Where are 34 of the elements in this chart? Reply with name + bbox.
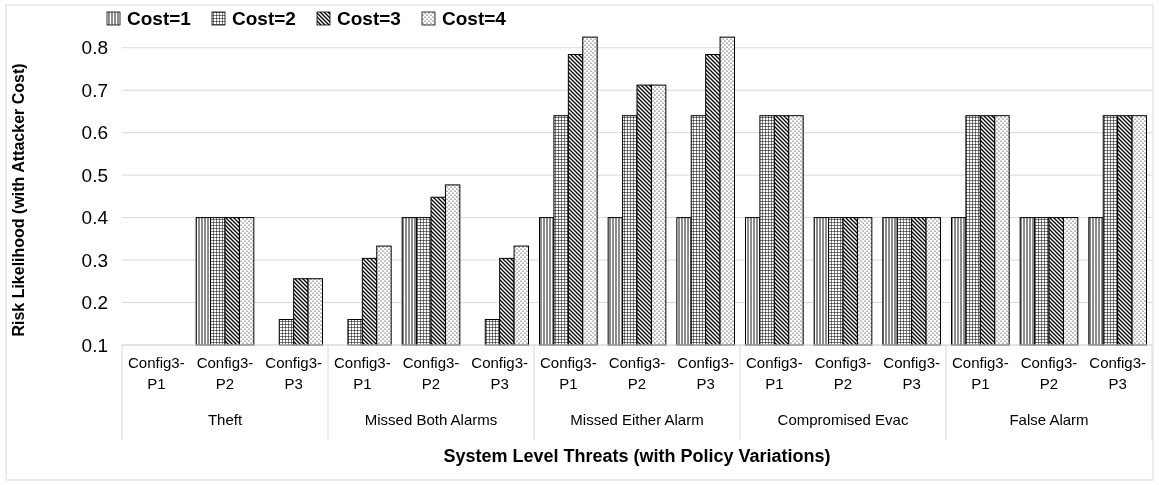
x-tick-label: Config3-P3 — [1089, 354, 1147, 392]
x-tick-label: Config3-P1 — [127, 354, 185, 392]
y-tick-label: 0.8 — [81, 37, 108, 59]
x-axis-title: System Level Threats (with Policy Variations) — [443, 446, 831, 466]
legend-label: Cost=4 — [442, 8, 507, 29]
text: False Alarm — [1009, 411, 1089, 428]
y-tick-label: 0.7 — [81, 79, 108, 101]
text: Compromised Evac — [777, 411, 909, 428]
x-tick-label: Config3-P1 — [539, 354, 597, 392]
y-tick-label: 0.6 — [81, 122, 108, 144]
x-tick-label: Config3-P2 — [1020, 354, 1078, 392]
legend-label: Cost=3 — [337, 8, 401, 29]
y-tick-label: 0.3 — [81, 249, 108, 271]
x-tick-label: Config3-P2 — [814, 354, 872, 392]
x-tick-label: Config3-P3 — [883, 354, 941, 392]
legend-label: Cost=2 — [232, 8, 296, 29]
y-axis-title: Risk Likelihood (with Attacker Cost) — [10, 63, 27, 337]
y-tick-label: 0.5 — [81, 164, 108, 186]
y-tick-label: 0.2 — [81, 292, 108, 314]
x-tick-label: Config3-P3 — [677, 354, 735, 392]
x-tick-label: Config3-P2 — [402, 354, 460, 392]
text: Missed Either Alarm — [570, 411, 704, 428]
x-tick-label: Config3-P2 — [196, 354, 254, 392]
y-tick-label: 0.4 — [81, 207, 109, 229]
x-tick-label: Config3-P1 — [745, 354, 803, 392]
x-tick-label: Config3-P2 — [608, 354, 666, 392]
x-tick-label: Config3-P1 — [951, 354, 1009, 392]
x-tick-label: Config3-P3 — [471, 354, 529, 392]
text: Missed Both Alarms — [364, 411, 498, 428]
y-tick-label: 0.1 — [81, 334, 108, 356]
text: Theft — [207, 411, 243, 428]
legend-label: Cost=1 — [127, 8, 192, 29]
x-tick-label: Config3-P1 — [333, 354, 391, 392]
x-tick-label: Config3-P3 — [265, 354, 323, 392]
